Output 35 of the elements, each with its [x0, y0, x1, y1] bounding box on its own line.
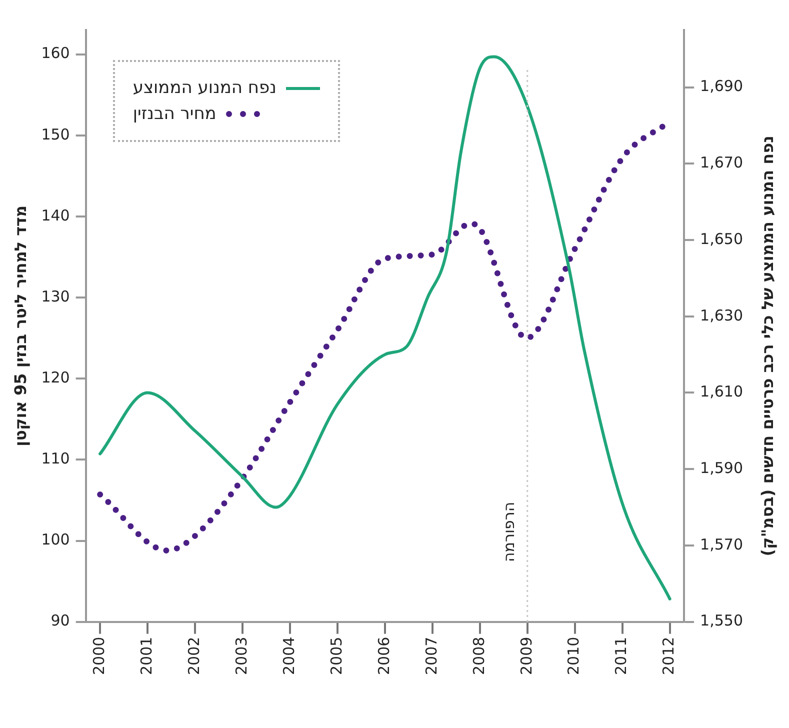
- x-tick-label: 2010: [564, 636, 583, 676]
- x-tick-label: 2003: [232, 636, 250, 676]
- y2-tick-label: 1,610: [700, 382, 744, 401]
- y-tick-label: 140: [41, 206, 70, 224]
- x-tick-label: 2001: [137, 636, 156, 676]
- x-tick-label: 2000: [90, 636, 108, 676]
- x-tick-label: 2007: [422, 636, 440, 676]
- y2-tick-label: 1,570: [700, 535, 744, 554]
- line-series: [98, 55, 672, 600]
- x-tick-label: 2002: [184, 636, 203, 676]
- y2-tick-label: 1,550: [700, 612, 744, 630]
- y-axis-title: מדד למחיר ליטר בנזין 95 אוקטן: [10, 205, 30, 446]
- x-tick-label: 2006: [374, 636, 393, 676]
- y-tick-label: 100: [41, 530, 70, 549]
- y-tick-label: 160: [41, 44, 70, 62]
- x-tick-label: 2011: [612, 636, 630, 676]
- y-tick-label: 110: [41, 450, 70, 468]
- y-tick-label: 90: [50, 612, 70, 630]
- x-tick-label: 2008: [470, 636, 488, 676]
- x-tick-label: 2009: [517, 636, 536, 676]
- x-tick-label: 2005: [327, 636, 346, 676]
- legend-label: מחיר הבנזין: [132, 104, 216, 124]
- y2-tick-label: 1,670: [700, 154, 744, 172]
- y2-tick-label: 1,690: [700, 77, 744, 96]
- legend-label: נפח המנוע הממוצע: [132, 78, 276, 98]
- x-tick-label: 2004: [280, 636, 298, 676]
- y2-tick-label: 1,590: [700, 458, 744, 477]
- y2-tick-label: 1,650: [700, 230, 744, 248]
- y-tick-label: 150: [41, 125, 70, 144]
- y2-axis-title: נפח המנוע הממוצע של כלי רכב פרטיים חדשים (בסמ"ק): [758, 136, 778, 556]
- x-tick-label: 2012: [660, 636, 678, 676]
- ref-line-label: הרפורמה: [500, 502, 518, 562]
- y-tick-label: 130: [41, 287, 70, 306]
- y-tick-label: 120: [41, 368, 70, 386]
- y2-tick-label: 1,630: [700, 306, 744, 324]
